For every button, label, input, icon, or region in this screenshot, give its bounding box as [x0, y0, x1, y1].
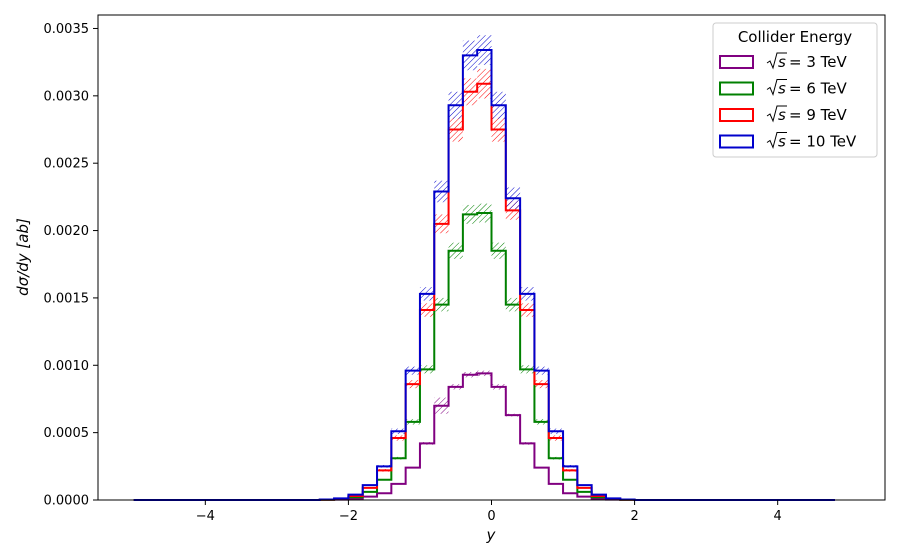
y-tick-label: 0.0035	[44, 22, 90, 37]
svg-text:s: s	[778, 80, 786, 98]
legend-entry: s = 10 TeV	[766, 132, 857, 151]
y-tick-label: 0.0020	[44, 224, 90, 239]
series-line	[133, 372, 835, 501]
y-axis-ticks: 0.0000 0.0005 0.0010 0.0015 0.0020 0.0025 0.00…	[44, 22, 98, 509]
y-tick-label: 0.0010	[44, 359, 90, 374]
x-tick-label: −4	[196, 509, 215, 524]
y-tick-label: 0.0005	[44, 426, 90, 441]
svg-text:s: s	[778, 133, 786, 151]
legend-title: Collider Energy	[738, 28, 852, 46]
svg-text:= 9 TeV: = 9 TeV	[789, 106, 847, 124]
x-tick-label: −2	[339, 509, 358, 524]
legend-swatch	[719, 108, 754, 122]
y-axis-label: dσ/dy [ab]	[14, 218, 32, 296]
y-tick-label: 0.0015	[44, 291, 90, 306]
error-bands	[377, 35, 578, 472]
y-tick-label: 0.0030	[44, 89, 90, 104]
x-tick-label: 4	[774, 509, 782, 524]
legend-swatch	[719, 81, 754, 96]
svg-text:s: s	[778, 106, 786, 124]
svg-text:= 3 TeV: = 3 TeV	[789, 53, 847, 71]
x-tick-label: 2	[630, 509, 638, 524]
x-axis-label: y	[486, 526, 497, 544]
legend-entry: s = 3 TeV	[766, 52, 847, 71]
legend-entry: s = 6 TeV	[766, 79, 847, 98]
svg-text:= 10 TeV: = 10 TeV	[789, 133, 857, 151]
legend-swatch	[719, 55, 754, 69]
legend-swatch	[719, 134, 754, 149]
svg-text:= 6 TeV: = 6 TeV	[789, 80, 847, 98]
svg-text:s: s	[778, 53, 786, 71]
legend-entry: s = 9 TeV	[766, 105, 847, 124]
series-line	[133, 212, 835, 501]
x-tick-label: 0	[487, 509, 495, 524]
y-tick-label: 0.0025	[44, 157, 90, 172]
x-axis-ticks: −4 −2 0 2 4	[196, 500, 782, 524]
y-tick-label: 0.0000	[44, 494, 90, 509]
